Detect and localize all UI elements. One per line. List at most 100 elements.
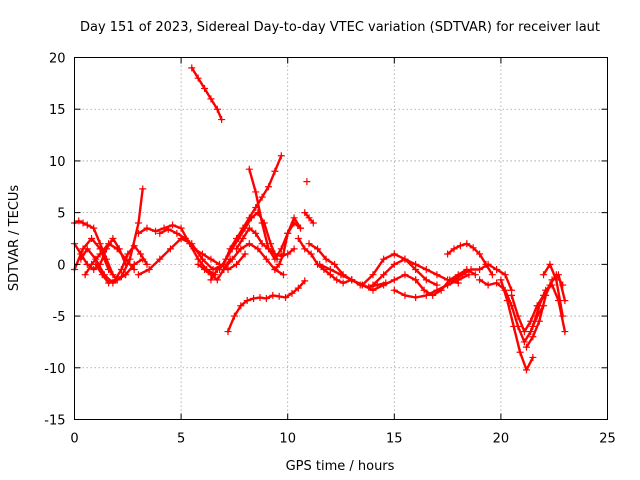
data-point xyxy=(220,266,228,274)
data-point xyxy=(247,214,255,222)
data-point xyxy=(326,266,334,274)
data-point xyxy=(520,328,528,336)
data-point xyxy=(105,266,113,274)
data-point xyxy=(527,328,535,336)
data-point xyxy=(522,366,530,374)
data-point xyxy=(111,276,119,284)
data-point xyxy=(279,250,287,258)
series-track-20 xyxy=(301,209,317,227)
y-tick-label: 10 xyxy=(49,155,66,170)
series-track-33 xyxy=(522,271,569,351)
data-point xyxy=(130,242,138,250)
series-line xyxy=(218,211,279,271)
data-point xyxy=(401,255,409,263)
data-point xyxy=(117,273,125,281)
data-point xyxy=(173,229,181,237)
data-point xyxy=(529,333,537,341)
data-point xyxy=(290,214,298,222)
data-point xyxy=(508,291,516,299)
data-point xyxy=(294,284,302,292)
data-point xyxy=(83,245,91,253)
series-track-14 xyxy=(220,240,287,279)
data-point xyxy=(130,266,138,274)
data-point xyxy=(275,292,283,300)
data-point xyxy=(469,244,477,252)
data-point xyxy=(314,245,322,253)
y-tick-label: -5 xyxy=(53,310,66,325)
data-point xyxy=(529,322,537,330)
data-point xyxy=(540,271,548,279)
series-track-6 xyxy=(92,242,151,287)
data-point xyxy=(390,250,398,258)
data-point xyxy=(213,276,221,284)
data-point xyxy=(207,255,215,263)
data-point xyxy=(139,185,147,193)
data-point xyxy=(546,260,554,268)
data-point xyxy=(258,240,266,248)
data-point xyxy=(98,271,106,279)
y-axis-label: SDTVAR / TECUs xyxy=(7,185,22,292)
series-line xyxy=(318,263,417,292)
data-point xyxy=(484,281,492,289)
data-point xyxy=(296,224,304,232)
y-tick-label: 15 xyxy=(49,103,66,118)
data-point xyxy=(275,260,283,268)
data-point xyxy=(380,255,388,263)
y-tick-label: 5 xyxy=(57,207,65,222)
series-track-34 xyxy=(529,281,569,336)
data-point xyxy=(271,167,279,175)
data-point xyxy=(284,229,292,237)
data-point xyxy=(77,255,85,263)
axis-ticks xyxy=(74,57,608,420)
data-point xyxy=(243,297,251,305)
data-point xyxy=(303,178,311,186)
data-point xyxy=(333,276,341,284)
series-track-15 xyxy=(224,277,309,336)
x-tick-label: 5 xyxy=(177,432,185,447)
series-track-35 xyxy=(540,260,567,320)
data-point xyxy=(245,224,253,232)
series-track-31 xyxy=(497,276,537,374)
data-point xyxy=(262,255,270,263)
data-point xyxy=(493,279,501,287)
data-point xyxy=(316,260,324,268)
data-point xyxy=(279,271,287,279)
data-point xyxy=(390,260,398,268)
data-point xyxy=(143,224,151,232)
data-point xyxy=(79,219,87,227)
data-point xyxy=(412,276,420,284)
data-point xyxy=(237,302,245,310)
x-axis-label: GPS time / hours xyxy=(286,459,395,474)
data-point xyxy=(96,250,104,258)
x-tick-labels: 0 5 10 15 20 25 xyxy=(70,432,615,447)
data-point xyxy=(254,245,262,253)
data-point xyxy=(265,183,273,191)
data-point xyxy=(390,276,398,284)
data-point xyxy=(201,266,209,274)
data-point xyxy=(309,219,317,227)
data-point xyxy=(305,240,313,248)
data-point xyxy=(134,271,142,279)
data-point xyxy=(252,188,260,196)
series-line xyxy=(222,242,285,276)
data-point xyxy=(143,260,151,268)
series-track-28 xyxy=(444,240,496,279)
data-point xyxy=(222,255,230,263)
data-point xyxy=(422,276,430,284)
data-point xyxy=(233,245,241,253)
data-point xyxy=(322,255,330,263)
data-point xyxy=(207,276,215,284)
data-point xyxy=(554,271,562,279)
data-point xyxy=(542,286,550,294)
series-line xyxy=(137,223,217,276)
data-point xyxy=(239,235,247,242)
data-point xyxy=(301,245,309,253)
data-point xyxy=(105,279,113,287)
data-point xyxy=(305,214,313,222)
data-point xyxy=(552,276,560,284)
series-line xyxy=(499,278,535,372)
data-point xyxy=(177,224,185,232)
data-point xyxy=(213,105,221,113)
data-point xyxy=(224,328,232,336)
